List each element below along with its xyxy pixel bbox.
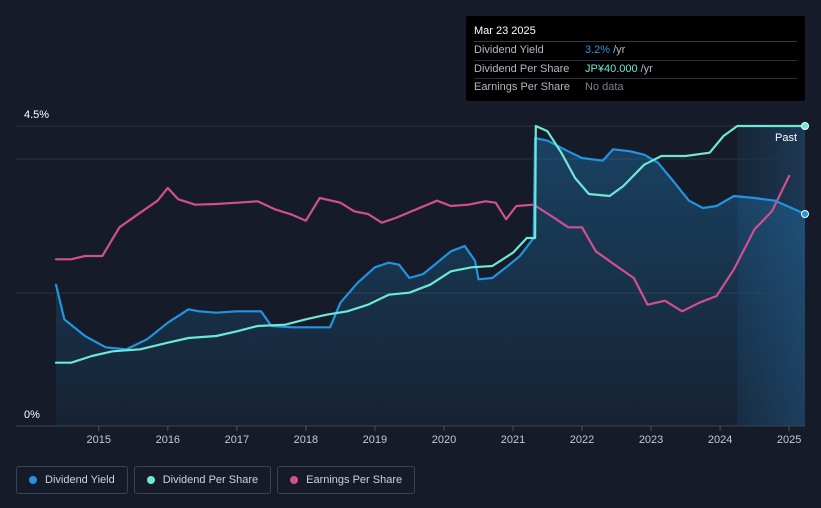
tooltip-unit: /yr	[613, 44, 626, 56]
legend-dot-icon	[29, 476, 37, 484]
legend-label: Earnings Per Share	[306, 474, 403, 486]
tooltip-label: Dividend Per Share	[474, 62, 570, 75]
x-axis: 2015 2016 2017 2018 2019 2020 2021 2022 2023 2024…	[87, 426, 801, 446]
tooltip-row-earnings-per-share: Earnings Per Share No data	[474, 79, 797, 97]
legend-label: Dividend Yield	[45, 474, 115, 486]
x-tick-label: 2022	[570, 434, 594, 446]
tooltip-date: Mar 23 2025	[474, 23, 797, 42]
past-label: Past	[775, 132, 797, 144]
y-tick-label-bottom: 0%	[24, 409, 40, 421]
x-tick-label: 2017	[225, 434, 249, 446]
x-tick-label: 2025	[777, 434, 801, 446]
x-tick-label: 2021	[501, 434, 525, 446]
tooltip-label: Dividend Yield	[474, 44, 544, 56]
x-tick-label: 2015	[87, 434, 111, 446]
tooltip: Mar 23 2025 Dividend Yield 3.2% /yr Divi…	[466, 16, 805, 101]
dividend-yield-end-point	[801, 210, 809, 218]
legend-item-earnings-per-share[interactable]: Earnings Per Share	[277, 466, 416, 494]
tooltip-row-dividend-per-share: Dividend Per Share JP¥40.000 /yr	[474, 61, 797, 79]
y-tick-label-top: 4.5%	[24, 109, 49, 121]
tooltip-label: Earnings Per Share	[474, 81, 570, 93]
legend: Dividend Yield Dividend Per Share Earnin…	[16, 466, 417, 494]
x-tick-label: 2016	[156, 434, 180, 446]
tooltip-unit: /yr	[640, 62, 653, 75]
dividend-per-share-end-point	[801, 122, 809, 130]
x-tick-label: 2018	[294, 434, 318, 446]
dividend-yield-area	[56, 138, 805, 426]
legend-item-dividend-yield[interactable]: Dividend Yield	[16, 466, 128, 494]
legend-dot-icon	[290, 476, 299, 484]
tooltip-value: JP¥40.000	[585, 62, 638, 75]
x-tick-label: 2020	[432, 434, 456, 446]
x-tick-label: 2024	[708, 434, 732, 446]
legend-item-dividend-per-share[interactable]: Dividend Per Share	[133, 466, 272, 494]
tooltip-value: No data	[585, 81, 624, 93]
x-tick-label: 2019	[363, 434, 387, 446]
tooltip-value: 3.2%	[585, 44, 611, 56]
legend-label: Dividend Per Share	[162, 474, 259, 486]
tooltip-row-dividend-yield: Dividend Yield 3.2% /yr	[474, 42, 797, 61]
earnings-per-share-line	[54, 174, 791, 313]
x-tick-label: 2023	[639, 434, 663, 446]
dividend-per-share-line	[54, 124, 807, 364]
dividend-yield-line	[54, 136, 807, 351]
legend-dot-icon	[146, 476, 155, 484]
